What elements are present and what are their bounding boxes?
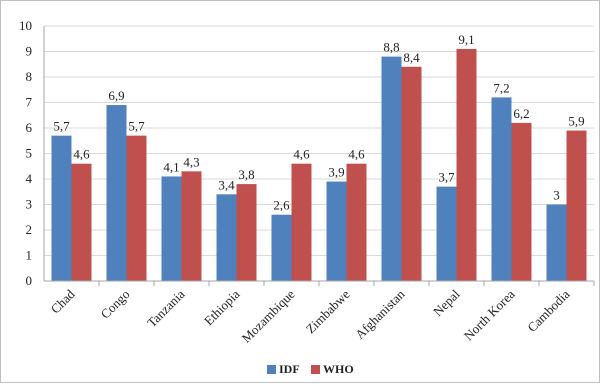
x-tick-label: Zimbabwe (303, 286, 353, 336)
y-tick-label: 7 (26, 95, 33, 110)
data-label: 4,6 (73, 147, 90, 162)
legend: IDF WHO (267, 362, 354, 376)
data-labels: 5,74,66,95,74,1 4,33,43,82,64,63,94,68,88… (53, 32, 584, 213)
bar-who (346, 163, 367, 281)
bar-idf (106, 105, 127, 281)
data-label: 3,8 (238, 167, 254, 182)
bar-who (181, 171, 202, 281)
data-label: 4,1 (163, 159, 179, 174)
data-label: 2,6 (273, 198, 290, 213)
data-label: 9,1 (458, 32, 474, 47)
data-label: 7,2 (493, 80, 509, 95)
data-label: 5,9 (568, 114, 584, 129)
bar-who (456, 48, 477, 282)
data-label: 6,2 (513, 106, 529, 121)
legend-label-idf: IDF (279, 362, 300, 376)
legend-label-who: WHO (323, 362, 354, 376)
x-tick-label: Nepal (430, 286, 463, 319)
y-tick-label: 5 (26, 146, 33, 161)
data-label: 4,3 (183, 154, 199, 169)
x-tick-label: Mozambique (239, 286, 298, 345)
legend-swatch-who (311, 365, 320, 374)
bar-who (126, 135, 147, 281)
bar-who (511, 122, 532, 282)
bar-idf (216, 194, 237, 281)
x-tick-label: Tanzania (144, 286, 188, 330)
bar-idf (491, 97, 512, 282)
y-tick-label: 4 (26, 171, 33, 186)
x-tick-label: Afghanistan (352, 286, 408, 342)
data-label: 4,6 (348, 147, 365, 162)
data-label: 3,9 (328, 165, 344, 180)
bars (51, 48, 587, 282)
bar-idf (436, 186, 457, 281)
bar-who (401, 66, 422, 281)
y-tick-label: 6 (26, 120, 33, 135)
bar-idf (271, 214, 292, 281)
y-tick-label: 3 (26, 197, 33, 212)
data-label: 4,6 (293, 147, 310, 162)
bar-idf (546, 204, 567, 281)
bar-who (71, 163, 92, 281)
x-tick-label: Congo (97, 287, 132, 322)
data-label: 5,7 (128, 119, 145, 134)
bar-who (566, 130, 587, 281)
y-tick-label: 8 (26, 69, 33, 84)
bar-who (236, 184, 257, 281)
y-tick-label: 2 (26, 222, 33, 237)
bar-who (291, 163, 312, 281)
data-label: 3 (553, 188, 560, 203)
y-tick-label: 9 (26, 44, 33, 59)
data-label: 3,4 (218, 177, 235, 192)
y-tick-label: 0 (26, 273, 33, 288)
x-tick-label: Chad (48, 286, 78, 316)
y-tick-label: 10 (19, 18, 32, 33)
bar-idf (51, 135, 72, 281)
data-label: 3,7 (438, 170, 455, 185)
bar-idf (326, 181, 347, 281)
x-tick-label: Cambodia (524, 286, 573, 335)
data-label: 6,9 (108, 88, 124, 103)
y-tick-label: 1 (26, 248, 33, 263)
data-label: 5,7 (53, 119, 70, 134)
x-tick-label: Ethiopia (201, 286, 243, 328)
legend-swatch-idf (267, 365, 276, 374)
data-label: 8,8 (383, 40, 399, 55)
bar-idf (161, 176, 182, 281)
data-label: 8,4 (403, 50, 420, 65)
bar-idf (381, 56, 402, 281)
x-tick-label: North Korea (461, 286, 518, 343)
